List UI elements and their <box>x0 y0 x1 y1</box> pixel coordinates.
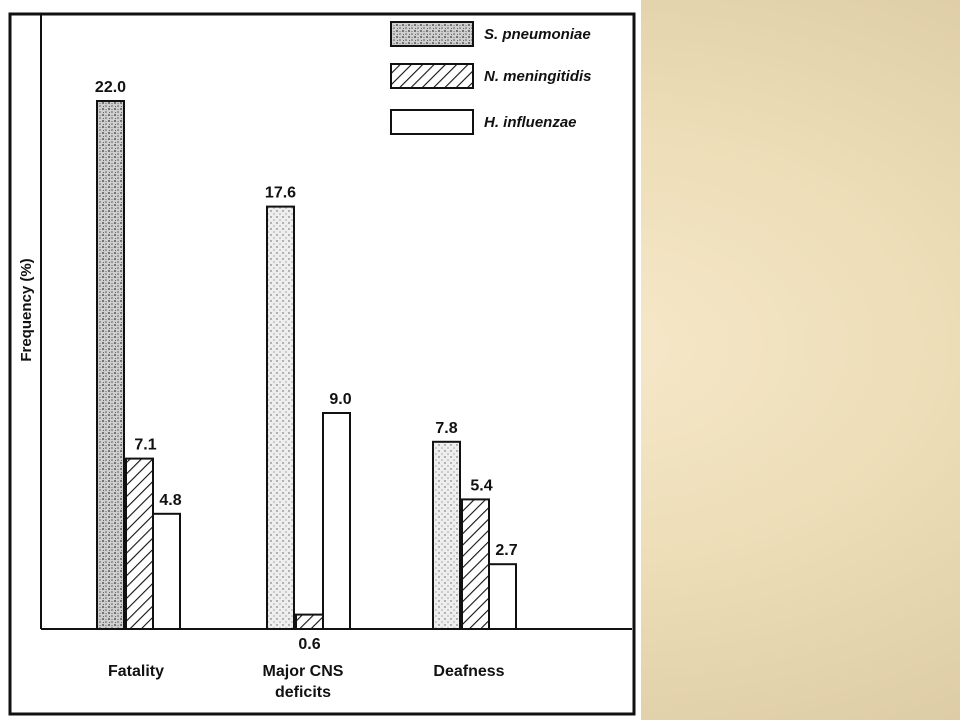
value-label-2-1: 7.1 <box>134 437 156 454</box>
bar-1-1 <box>96 100 125 630</box>
chart-frame: Frequency (%) 22.0 17.6 7.8 7.1 0.6 5.4 4.8 9.0… <box>8 12 636 716</box>
category-label-1: Fatality <box>108 663 164 680</box>
bar-3-1 <box>152 512 181 630</box>
bar-2-2 <box>295 613 324 630</box>
value-label-1-2: 17.6 <box>265 185 296 202</box>
value-label-3-3: 2.7 <box>495 542 517 559</box>
y-axis-label: Frequency (%) <box>18 258 35 361</box>
bar-2-3 <box>461 498 490 630</box>
legend-label-3: H. influenzae <box>484 114 577 131</box>
bar-1-2 <box>266 205 295 630</box>
legend-swatch-1 <box>390 21 474 47</box>
category-label-3: Deafness <box>433 663 504 680</box>
category-labels-group: Fatality Major CNS deficits Deafness <box>108 663 505 701</box>
bar-3-2 <box>322 412 351 630</box>
bars-group <box>96 100 517 631</box>
bar-2-1 <box>125 457 154 630</box>
legend-label-2: N. meningitidis <box>484 68 592 85</box>
legend-label-1: S. pneumoniae <box>484 26 591 43</box>
legend-swatch-2 <box>390 63 474 89</box>
value-label-1-3: 7.8 <box>435 420 457 437</box>
bar-3-3 <box>488 563 517 631</box>
value-labels-group: 22.0 17.6 7.8 7.1 0.6 5.4 4.8 9.0 2.7 <box>95 79 518 653</box>
legend-swatch-3 <box>390 109 474 135</box>
legend: S. pneumoniae N. meningitidis H. influenza… <box>390 21 592 135</box>
value-label-2-3: 5.4 <box>470 477 492 494</box>
value-label-3-2: 9.0 <box>329 391 351 408</box>
value-label-2-2: 0.6 <box>298 636 320 653</box>
bar-1-3 <box>432 440 461 630</box>
category-label-2: Major CNS deficits <box>263 663 344 701</box>
value-label-3-1: 4.8 <box>159 492 181 509</box>
bar-chart: Frequency (%) 22.0 17.6 7.8 7.1 0.6 5.4 4.8 9.0… <box>8 12 636 716</box>
frame-border <box>8 12 636 716</box>
value-label-1-1: 22.0 <box>95 79 126 96</box>
